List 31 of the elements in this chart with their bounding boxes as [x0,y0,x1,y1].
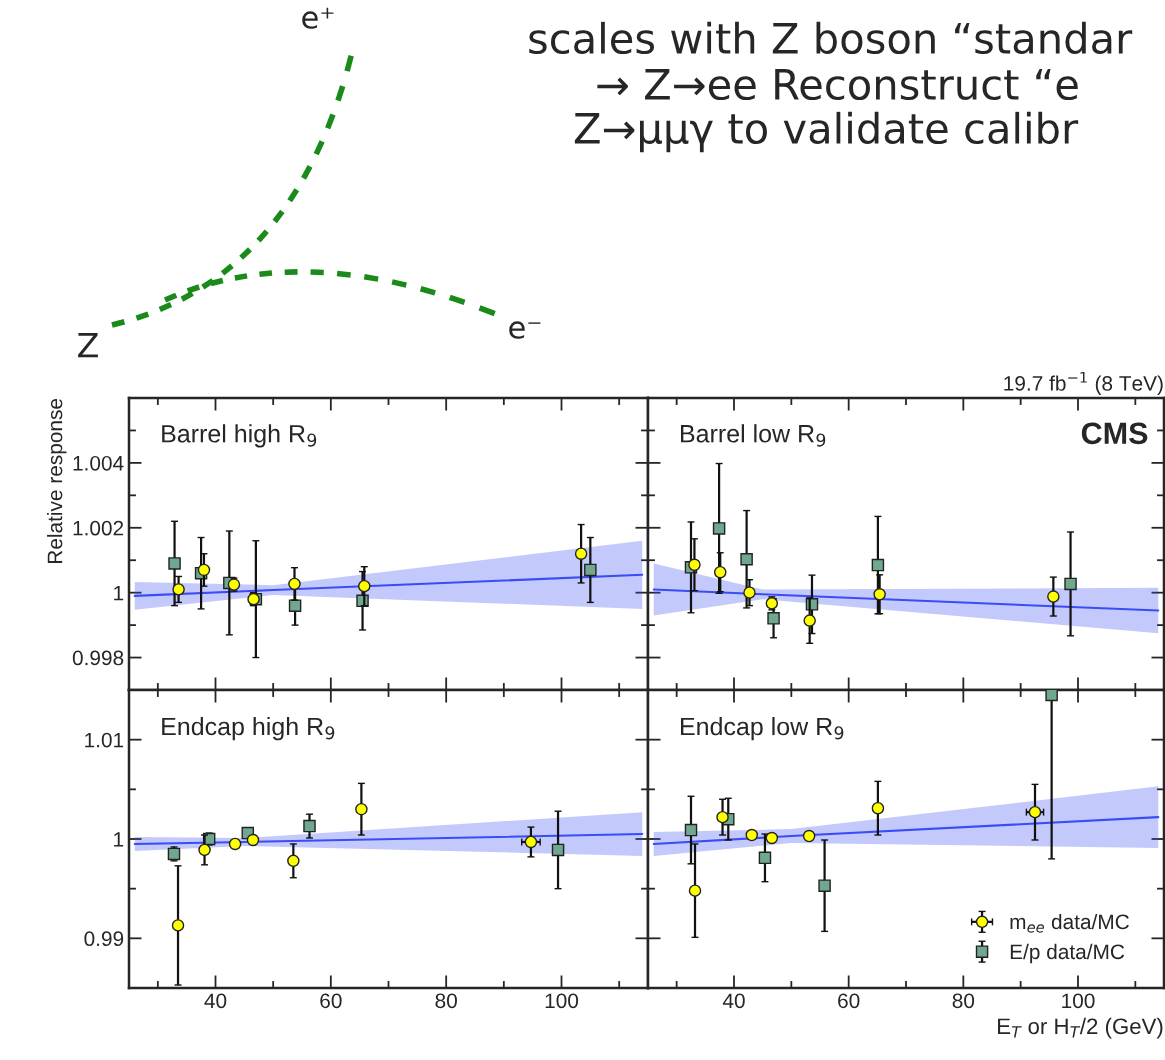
text: e⁻ [509,321,541,339]
y-tick-label: 0.998 [72,650,124,666]
x-axis-title: E$_{T}$ or H$_{T}$/2 (GeV) [998,1017,1163,1039]
x-tick-label: 100 [545,993,579,1009]
y-tick-label: 1.002 [73,520,124,536]
legend-label: m$_{ee}$ data/MC [1010,913,1129,933]
text: Z→μμγ to validate calibr [574,111,1079,153]
y-tick-label: 1 [114,585,124,601]
text: Z [78,332,98,358]
annotation: CMS [1081,422,1148,445]
x-tick-label: 60 [320,993,342,1009]
y-axis-title: Relative response [47,398,67,564]
x-tick-label: 80 [952,993,975,1009]
text: 19.7 fb$^{−1}$ (8 TeV) [1004,371,1163,395]
y-tick-label: 0.99 [84,931,124,947]
x-tick-label: 100 [1062,993,1095,1009]
text: Barrel high R$_{9}$ [162,424,317,448]
x-tick-label: 60 [838,993,860,1009]
text: Endcap high R$_{9}$ [162,716,335,741]
y-tick-label: 1 [114,832,124,847]
text: → Z→ee Reconstruct “e [597,69,1078,101]
x-tick-label: 80 [435,993,457,1009]
y-tick-label: 1.01 [85,732,124,748]
y-tick-label: 1.004 [73,455,124,471]
x-tick-label: 40 [204,993,227,1009]
x-tick-label: 40 [722,993,745,1009]
legend-label: E/p data/MC [1010,943,1125,964]
text: scales with Z boson “standar [529,21,1133,55]
text: Barrel low R$_{9}$ [681,424,826,447]
text: Endcap low R$_{9}$ [681,716,844,741]
text: e⁺ [302,7,334,29]
